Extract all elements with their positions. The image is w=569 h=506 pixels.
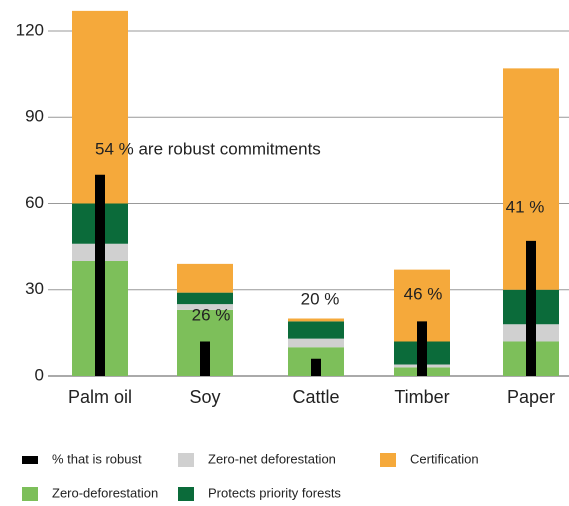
bar-segment (177, 304, 233, 310)
legend-swatch (178, 453, 194, 467)
legend-label: Zero-deforestation (52, 485, 158, 500)
legend-label: % that is robust (52, 451, 142, 466)
robust-bar (417, 321, 427, 376)
legend-swatch (380, 453, 396, 467)
legend-label: Certification (410, 451, 479, 466)
legend-swatch (22, 487, 38, 501)
bar-segment (288, 318, 344, 322)
robust-bar (200, 341, 210, 376)
annotation: 26 % (192, 305, 231, 324)
x-tick-label: Soy (189, 387, 220, 407)
robust-bar (95, 174, 105, 376)
robust-bar (526, 240, 536, 376)
legend-swatch (178, 487, 194, 501)
bar-segment (72, 10, 128, 204)
bar-segment (177, 292, 233, 305)
robust-bar (311, 358, 321, 376)
y-tick-label: 120 (16, 20, 44, 39)
x-tick-label: Cattle (292, 387, 339, 407)
y-tick-label: 60 (25, 193, 44, 212)
x-tick-label: Paper (507, 387, 555, 407)
annotation: 54 % are robust commitments (95, 139, 321, 158)
bar-segment (177, 263, 233, 293)
legend-label: Zero-net deforestation (208, 451, 336, 466)
y-tick-label: 90 (25, 107, 44, 126)
legend-swatch (22, 456, 38, 464)
annotation: 20 % (301, 289, 340, 308)
annotation: 41 % (506, 197, 545, 216)
bar-segment (288, 338, 344, 348)
y-tick-label: 30 (25, 279, 44, 298)
legend-label: Protects priority forests (208, 485, 341, 500)
x-tick-label: Palm oil (68, 387, 132, 407)
x-tick-label: Timber (394, 387, 449, 407)
annotation: 46 % (404, 284, 443, 303)
y-tick-label: 0 (35, 365, 44, 384)
bar-segment (288, 321, 344, 339)
